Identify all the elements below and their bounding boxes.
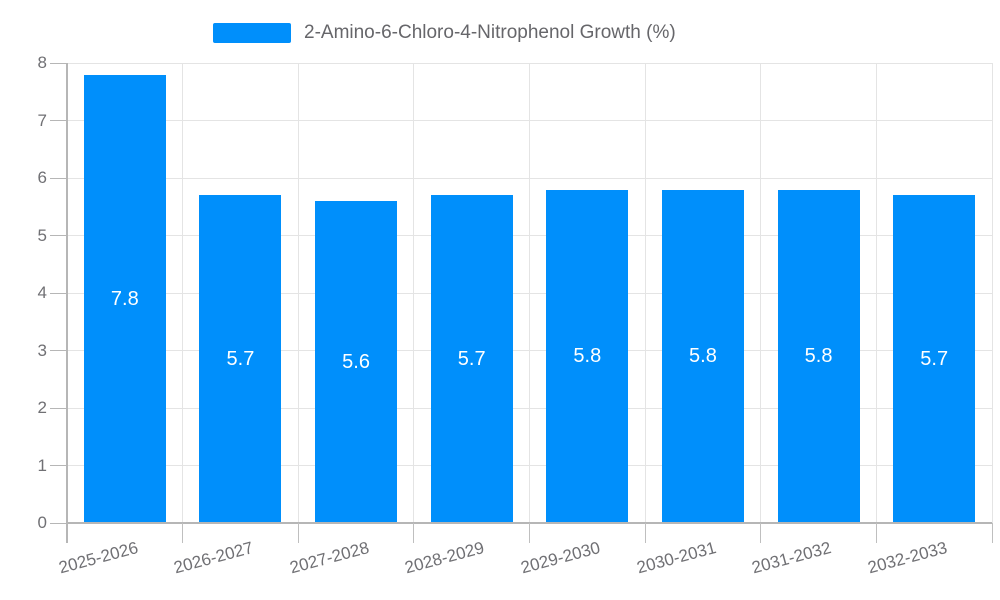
x-axis-tick-label: 2027-2028 xyxy=(287,538,371,578)
x-axis-tick-label: 2032-2033 xyxy=(865,538,950,578)
gridline-vertical xyxy=(413,63,415,523)
y-axis-tick-label: 5 xyxy=(37,225,47,245)
y-axis-tick xyxy=(50,177,67,179)
x-axis-tick xyxy=(875,523,877,543)
x-axis-tick-label: 2029-2030 xyxy=(518,538,603,578)
bar-value-label: 5.8 xyxy=(804,345,833,368)
bar[interactable]: 5.8 xyxy=(777,189,860,523)
x-axis-tick xyxy=(760,523,762,543)
bar-value-label: 5.8 xyxy=(573,345,602,368)
gridline-vertical xyxy=(760,63,762,523)
bar-value-label: 5.8 xyxy=(689,345,717,368)
y-axis-tick-label: 7 xyxy=(37,110,47,130)
legend-marker xyxy=(213,23,291,43)
bar-value-label: 5.7 xyxy=(457,348,486,371)
x-axis-tick xyxy=(182,523,184,543)
x-axis-tick-label: 2026-2027 xyxy=(171,538,256,578)
gridline-vertical xyxy=(991,63,993,523)
x-axis-tick xyxy=(991,523,993,543)
y-axis-tick xyxy=(50,465,67,466)
chart-legend[interactable]: 2-Amino-6-Chloro-4-Nitrophenol Growth (%… xyxy=(213,22,676,44)
bar[interactable]: 5.8 xyxy=(546,189,629,523)
x-axis-tick xyxy=(297,523,299,543)
gridline-vertical xyxy=(875,63,877,523)
gridline-vertical xyxy=(529,63,530,523)
x-axis-tick-label: 2030-2031 xyxy=(634,538,718,578)
x-axis-tick-label: 2025-2026 xyxy=(56,538,140,578)
x-axis-tick-label: 2028-2029 xyxy=(403,538,487,578)
y-axis-tick-label: 6 xyxy=(37,168,47,187)
y-axis-tick xyxy=(50,235,67,236)
bar[interactable]: 5.7 xyxy=(199,195,282,523)
y-axis-tick-label: 0 xyxy=(37,513,47,532)
bar[interactable]: 5.8 xyxy=(661,189,744,523)
x-axis-tick xyxy=(413,523,415,543)
y-axis-tick-label: 1 xyxy=(37,455,47,475)
x-axis-tick xyxy=(644,523,646,543)
y-axis-tick xyxy=(50,292,67,294)
y-axis-tick xyxy=(50,120,67,121)
bar[interactable]: 5.7 xyxy=(893,195,976,523)
gridline-vertical xyxy=(644,63,646,523)
y-axis-tick xyxy=(50,62,67,64)
gridline-vertical xyxy=(297,63,299,523)
bar-value-label: 5.7 xyxy=(920,348,949,371)
legend-label: 2-Amino-6-Chloro-4-Nitrophenol Growth (%… xyxy=(304,22,676,43)
y-axis-tick xyxy=(50,522,67,524)
y-axis-tick-label: 8 xyxy=(37,53,47,72)
y-axis-tick-label: 2 xyxy=(37,398,47,417)
bar-value-label: 5.7 xyxy=(226,348,255,371)
bar[interactable]: 7.8 xyxy=(83,74,166,523)
bar[interactable]: 5.7 xyxy=(430,195,513,523)
bar-value-label: 5.6 xyxy=(342,351,370,373)
x-axis-tick xyxy=(529,523,530,543)
y-axis-tick-label: 3 xyxy=(37,340,47,360)
y-axis-tick-label: 4 xyxy=(37,283,47,302)
y-axis-tick xyxy=(50,350,67,351)
bar-value-label: 7.8 xyxy=(110,287,139,310)
bar[interactable]: 5.6 xyxy=(315,201,398,523)
y-axis-tick xyxy=(50,407,67,409)
y-axis-line xyxy=(66,63,68,543)
x-axis-tick-label: 2031-2032 xyxy=(750,538,834,578)
gridline-vertical xyxy=(182,63,184,523)
